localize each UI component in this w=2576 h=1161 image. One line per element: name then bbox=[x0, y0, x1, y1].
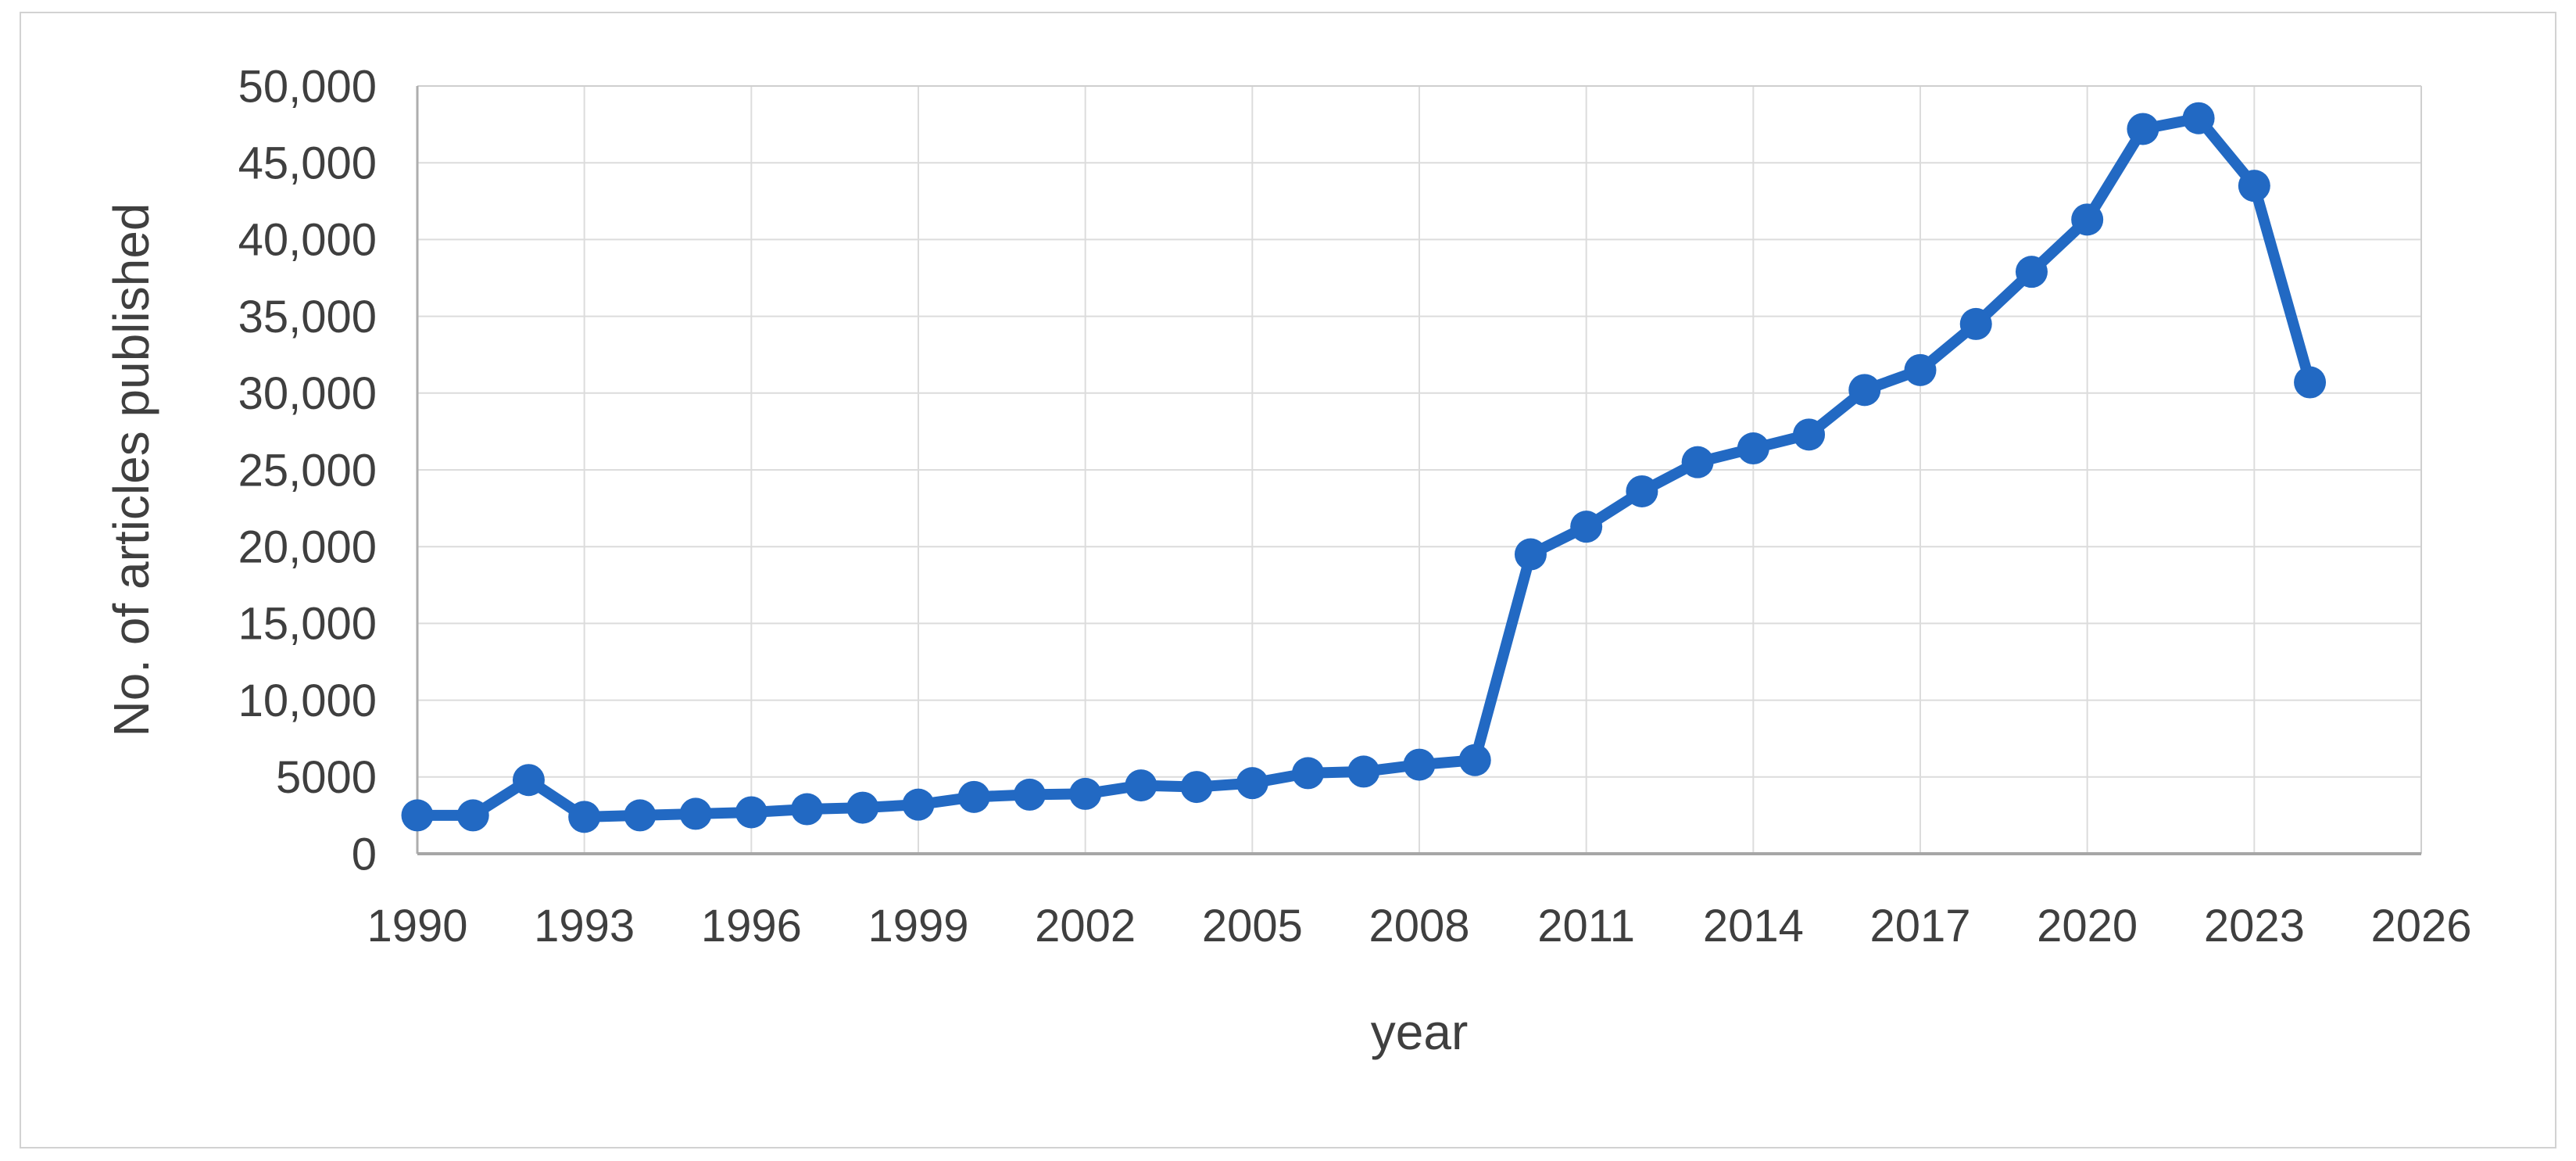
y-tick-label: 50,000 bbox=[238, 61, 377, 112]
data-point-marker bbox=[1458, 744, 1491, 776]
data-point-marker bbox=[1626, 475, 1658, 507]
x-tick-label: 2023 bbox=[2204, 901, 2305, 951]
y-tick-label: 0 bbox=[352, 829, 377, 880]
data-point-marker bbox=[957, 780, 990, 813]
x-tick-label: 2014 bbox=[1703, 901, 1804, 951]
y-tick-label: 15,000 bbox=[238, 599, 377, 650]
axis-titles: year No. of articles published bbox=[103, 202, 1468, 1060]
data-point-marker bbox=[2238, 170, 2270, 202]
data-point-marker bbox=[1737, 432, 1769, 465]
data-point-marker bbox=[512, 764, 545, 797]
x-tick-label: 1990 bbox=[367, 901, 467, 951]
data-point-marker bbox=[1069, 777, 1102, 810]
data-point-marker bbox=[1292, 757, 1325, 790]
x-tick-label: 1996 bbox=[701, 901, 802, 951]
y-tick-label: 5000 bbox=[276, 752, 377, 803]
x-tick-label: 2026 bbox=[2370, 901, 2471, 951]
data-point-marker bbox=[1347, 755, 1380, 788]
data-point-marker bbox=[2071, 203, 2104, 236]
data-point-marker bbox=[1013, 778, 1046, 811]
x-tick-label: 2020 bbox=[2037, 901, 2138, 951]
x-tick-label: 2008 bbox=[1368, 901, 1469, 951]
y-tick-label: 25,000 bbox=[238, 445, 377, 496]
y-axis-title: No. of articles published bbox=[103, 202, 159, 736]
y-tick-label: 40,000 bbox=[238, 215, 377, 266]
data-point-marker bbox=[456, 799, 489, 832]
data-point-marker bbox=[902, 788, 935, 821]
y-tick-label: 35,000 bbox=[238, 292, 377, 342]
plot-area: 0 5000 10,000 15,000 20,000 25,000 30,000 35,00… bbox=[238, 61, 2472, 951]
figure-border bbox=[20, 12, 2556, 1148]
data-point-marker bbox=[1793, 418, 1826, 451]
y-tick-label: 20,000 bbox=[238, 522, 377, 573]
data-point-marker bbox=[1904, 353, 1937, 386]
data-point-marker bbox=[624, 799, 657, 832]
data-point-marker bbox=[401, 799, 434, 832]
data-point-marker bbox=[735, 796, 767, 829]
data-point-marker bbox=[1681, 446, 1714, 478]
data-point-marker bbox=[568, 801, 601, 833]
data-point-marker bbox=[1236, 767, 1268, 800]
data-point-marker bbox=[2127, 113, 2159, 145]
data-point-marker bbox=[1570, 511, 1603, 543]
data-point-marker bbox=[846, 791, 879, 824]
x-tick-label: 2011 bbox=[1537, 901, 1635, 951]
data-point-marker bbox=[2182, 102, 2215, 134]
y-tick-label: 45,000 bbox=[238, 138, 377, 189]
x-tick-label: 2005 bbox=[1202, 901, 1303, 951]
data-point-marker bbox=[791, 793, 824, 826]
data-point-marker bbox=[1180, 771, 1213, 804]
data-point-marker bbox=[1403, 748, 1436, 781]
x-tick-label: 2002 bbox=[1035, 901, 1136, 951]
x-tick-label: 1993 bbox=[534, 901, 635, 951]
x-tick-label: 2017 bbox=[1869, 901, 1970, 951]
data-point-marker bbox=[2294, 366, 2327, 399]
data-point-marker bbox=[1848, 374, 1881, 407]
x-tick-label: 1999 bbox=[868, 901, 968, 951]
data-point-marker bbox=[1959, 307, 1992, 340]
y-tick-label: 10,000 bbox=[238, 675, 377, 726]
data-point-marker bbox=[1125, 769, 1157, 802]
y-tick-label: 30,000 bbox=[238, 368, 377, 419]
data-point-marker bbox=[2015, 256, 2048, 288]
x-axis-title: year bbox=[1371, 1004, 1469, 1060]
data-point-marker bbox=[679, 797, 712, 830]
data-point-marker bbox=[1514, 538, 1547, 571]
